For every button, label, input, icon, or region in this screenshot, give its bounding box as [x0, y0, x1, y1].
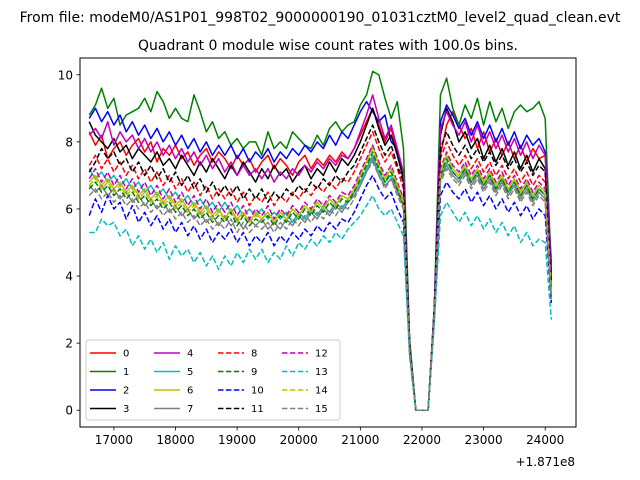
- series-line-15: [88, 161, 553, 411]
- x-offset-label: +1.871e8: [516, 455, 575, 469]
- series-line-3: [88, 107, 553, 411]
- figure-suptitle: From file: modeM0/AS1P01_998T02_90000001…: [20, 10, 621, 26]
- series-line-9: [88, 151, 553, 411]
- series-line-14: [88, 147, 553, 411]
- x-tick-label: 18000: [156, 433, 194, 447]
- legend-label-5: 5: [187, 367, 193, 378]
- x-axis: 17000 18000 19000 20000 21000 22000 23000 24000: [95, 427, 564, 447]
- legend-label-4: 4: [187, 349, 193, 360]
- axes-frame: [79, 57, 577, 428]
- series-line-12: [88, 144, 553, 411]
- series-layer: [88, 70, 553, 411]
- legend-label-15: 15: [315, 404, 328, 415]
- legend-label-11: 11: [251, 404, 264, 415]
- series-line-4: [88, 94, 553, 411]
- x-tick-label: 24000: [526, 433, 564, 447]
- x-tick-label: 23000: [464, 433, 502, 447]
- chart-title: Quadrant 0 module wise count rates with …: [138, 38, 518, 54]
- y-tick-label: 4: [65, 270, 73, 284]
- legend-label-9: 9: [251, 367, 257, 378]
- series-line-0: [88, 107, 553, 411]
- y-tick-label: 6: [65, 202, 73, 216]
- x-tick-label: 17000: [95, 433, 133, 447]
- legend-label-2: 2: [123, 386, 129, 397]
- legend-label-8: 8: [251, 349, 257, 360]
- y-tick-label: 2: [65, 337, 73, 351]
- x-tick-label: 19000: [218, 433, 256, 447]
- x-tick-label: 20000: [280, 433, 318, 447]
- x-tick-label: 22000: [403, 433, 441, 447]
- y-tick-label: 10: [58, 68, 73, 82]
- legend-label-13: 13: [315, 367, 328, 378]
- series-line-8: [88, 131, 553, 411]
- legend-label-14: 14: [315, 386, 328, 397]
- legend-label-1: 1: [123, 367, 129, 378]
- legend-label-3: 3: [123, 404, 129, 415]
- series-line-13: [89, 194, 553, 411]
- legend-label-12: 12: [315, 349, 328, 360]
- legend-label-7: 7: [187, 404, 193, 415]
- series-line-11: [88, 124, 553, 411]
- series-line-1: [88, 70, 553, 411]
- series-line-7: [88, 157, 553, 411]
- legend-label-6: 6: [187, 386, 193, 397]
- y-axis: 0 2 4 6 8 10: [58, 68, 80, 418]
- legend-label-0: 0: [123, 349, 129, 360]
- series-line-2: [88, 100, 553, 411]
- legend-label-10: 10: [251, 386, 264, 397]
- series-line-10: [88, 174, 553, 411]
- legend-frame: [85, 339, 341, 421]
- y-tick-label: 8: [65, 135, 73, 149]
- x-tick-label: 21000: [341, 433, 379, 447]
- y-tick-label: 0: [65, 404, 73, 418]
